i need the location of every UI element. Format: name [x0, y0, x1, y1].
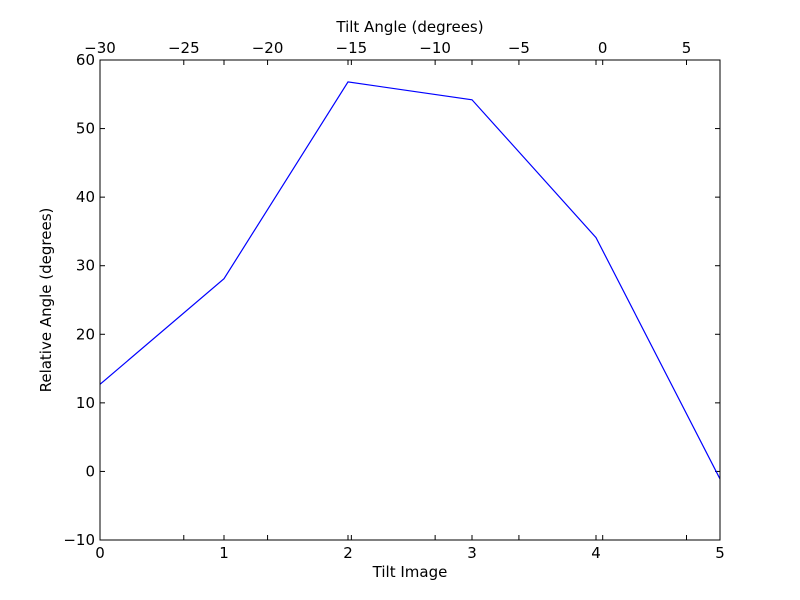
x2-tick-label: −10: [419, 39, 451, 57]
x-axis-label: Tilt Image: [372, 563, 448, 581]
y-tick-label: −10: [63, 531, 95, 549]
x2-tick-label: −25: [168, 39, 200, 57]
x2-tick-label: −5: [508, 39, 530, 57]
x-tick-label: 4: [591, 544, 601, 562]
x-tick-label: 5: [715, 544, 725, 562]
plot-frame: [99, 59, 721, 541]
plot-lines: [100, 81, 720, 480]
x-tick-label: 0: [95, 544, 105, 562]
x-tick-label: 3: [467, 544, 477, 562]
x2-tick-label: 5: [682, 39, 692, 57]
x-tick-label: 2: [343, 544, 353, 562]
y-tick-label: 60: [76, 51, 95, 69]
y-tick-label: 10: [76, 394, 95, 412]
y-tick-label: 20: [76, 325, 95, 343]
x-tick-label: 1: [219, 544, 229, 562]
x2-tick-label: −20: [252, 39, 284, 57]
tick-labels: 0 1 2 3 4 5−30 −25 −20 −15 −10 −5 0 5−10010203040506…: [63, 39, 724, 562]
x2-tick-label: 0: [598, 39, 608, 57]
series-line: [100, 81, 720, 480]
x2-tick-label: −30: [84, 39, 116, 57]
y-tick-label: 30: [76, 257, 95, 275]
y-tick-label: 40: [76, 188, 95, 206]
y-axis-label: Relative Angle (degrees): [37, 208, 55, 393]
x2-tick-label: −15: [336, 39, 368, 57]
ticks: [99, 59, 721, 541]
y-tick-label: 50: [76, 120, 95, 138]
x2-axis-label: Tilt Angle (degrees): [335, 18, 483, 36]
y-tick-label: 0: [85, 462, 95, 480]
